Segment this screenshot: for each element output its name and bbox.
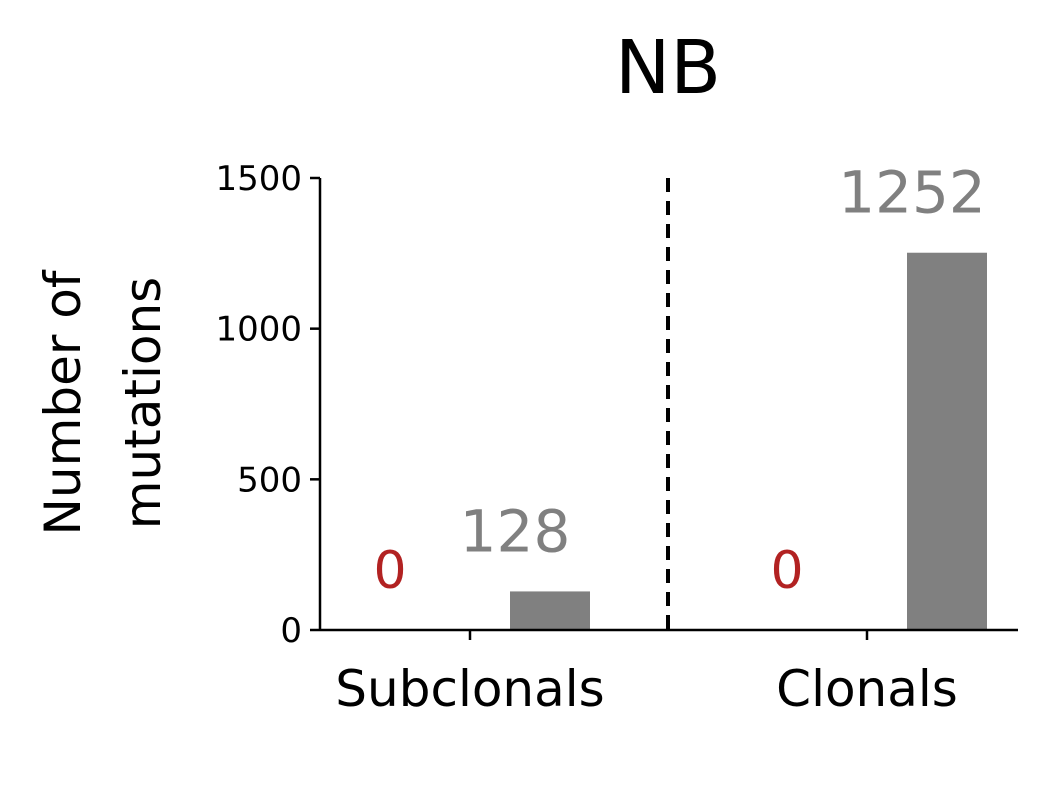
x-tick-label: Subclonals [335, 660, 604, 718]
bar-value-label: 128 [460, 497, 571, 565]
y-tick-label: 0 [280, 611, 302, 651]
y-axis-label-line-1: Number of [34, 269, 92, 535]
bar-value-label: 1252 [838, 159, 986, 227]
y-tick-label: 1500 [215, 159, 302, 199]
zero-value-label: 0 [373, 541, 406, 601]
y-axis-label-line-2: mutations [114, 277, 172, 529]
y-tick-label: 500 [237, 460, 302, 500]
x-tick-label: Clonals [776, 660, 958, 718]
plot-area: 0 500 1000 1500 Subclonals 0 128 Clonals 0 1252 [215, 159, 1018, 718]
bar [510, 591, 590, 630]
chart-title: NB [615, 25, 721, 111]
zero-value-label: 0 [770, 541, 803, 601]
y-tick-label: 1000 [215, 310, 302, 350]
y-axis-label: Number of mutations [34, 269, 172, 535]
bar [907, 252, 987, 631]
